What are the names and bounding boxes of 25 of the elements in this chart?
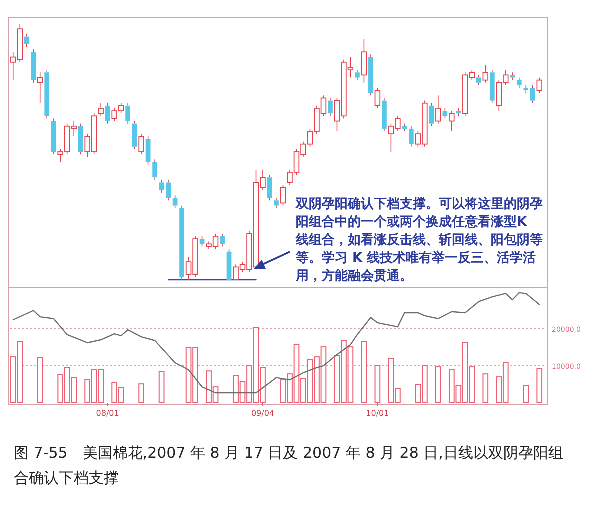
annotation: 双阴孕阳确认下档支撑。可以将这里的阴孕阳组合中的一个或两个换成任意看涨型K 线组合，如看涨反击线、斩回线、阳包阴等等。学习 K 线技术唯有举一反三、活学活用，方能融会贯通。 [295,196,543,284]
bar [435,366,442,404]
bar [361,341,368,404]
bar [536,368,543,404]
candlestick [152,159,158,181]
bar [374,365,381,404]
x-tick-label: 09/04 [251,409,275,418]
x-tick-label: 08/01 [96,409,120,418]
bar [158,371,165,404]
candlestick [516,77,522,88]
caption: 图 7-55 美国棉花,2007 年 8 月 17 日及 2007 年 8 月 28 日,日线以双阴孕阳组合确认下档支撑 [14,444,564,487]
line-series [12,292,540,394]
bar [482,374,489,404]
bar [523,385,530,404]
candlestick [166,180,171,202]
candlestick [138,134,144,155]
candlestick [536,77,543,94]
bar [37,357,44,404]
candlestick [37,72,44,104]
candlestick [524,85,529,94]
candlestick [98,102,104,117]
bar [138,384,144,404]
x-tick-label: 10/01 [366,409,390,418]
candlestick [436,95,442,124]
candlestick [449,110,455,132]
